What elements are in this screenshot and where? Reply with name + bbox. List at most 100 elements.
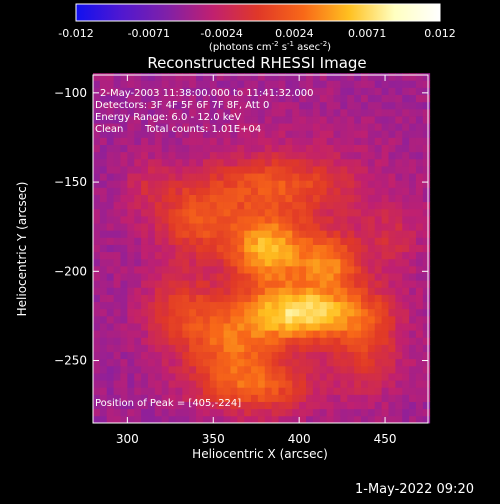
heatmap-cell [202, 287, 211, 295]
heatmap-cell [312, 180, 321, 188]
heatmap-cell [251, 151, 259, 160]
heatmap-cell [244, 151, 252, 160]
heatmap-cell [93, 265, 101, 274]
heatmap-cell [326, 301, 334, 310]
heatmap-cell [168, 337, 176, 345]
heatmap-cell [141, 87, 149, 96]
heatmap-cell [319, 380, 328, 388]
heatmap-cell [354, 144, 362, 153]
heatmap-cell [120, 315, 128, 324]
heatmap-cell [175, 380, 183, 388]
heatmap-cell [175, 294, 183, 303]
heatmap-cell [306, 187, 314, 195]
heatmap-cell [216, 287, 224, 295]
heatmap-cell [312, 380, 321, 388]
heatmap-cell [106, 394, 115, 402]
heatmap-cell [292, 215, 300, 224]
heatmap-cell [120, 101, 128, 110]
heatmap-cell [271, 144, 279, 153]
heatmap-cell [196, 116, 204, 124]
heatmap-cell [257, 401, 266, 410]
heatmap-cell [306, 387, 314, 395]
heatmap-cell [409, 201, 417, 210]
heatmap-cell [99, 358, 108, 367]
heatmap-cell [333, 358, 341, 367]
heatmap-cell [147, 230, 156, 238]
heatmap-cell [223, 151, 231, 160]
heatmap-cell [251, 108, 259, 117]
heatmap-cell [134, 87, 142, 96]
heatmap-cell [141, 230, 149, 238]
heatmap-cell [189, 158, 197, 167]
heatmap-cell [251, 244, 259, 253]
heatmap-cell [120, 394, 128, 402]
heatmap-cell [278, 315, 286, 324]
heatmap-cell [161, 337, 169, 345]
heatmap-cell [202, 151, 211, 160]
heatmap-cell [367, 137, 376, 145]
heatmap-cell [161, 244, 169, 253]
heatmap-cell [402, 137, 410, 145]
heatmap-cell [127, 301, 135, 310]
heatmap-cell [381, 344, 389, 353]
heatmap-cell [264, 237, 273, 245]
heatmap-cell [196, 365, 204, 374]
heatmap-cell [257, 358, 266, 367]
heatmap-cell [196, 201, 204, 210]
heatmap-cell [388, 294, 396, 303]
heatmap-cell [106, 273, 115, 281]
heatmap-cell [402, 94, 410, 103]
heatmap-cell [333, 194, 341, 203]
heatmap-cell [388, 223, 396, 231]
heatmap-cell [182, 158, 190, 167]
heatmap-cell [141, 108, 149, 117]
heatmap-cell [120, 415, 128, 424]
heatmap-cell [299, 308, 307, 317]
heatmap-cell [285, 201, 293, 210]
heatmap-cell [134, 194, 142, 203]
heatmap-cell [202, 330, 211, 338]
heatmap-cell [319, 301, 328, 310]
heatmap-cell [202, 294, 211, 303]
heatmap-cell [196, 287, 204, 295]
heatmap-cell [422, 373, 431, 381]
heatmap-cell [395, 351, 403, 360]
heatmap-cell [395, 116, 403, 124]
heatmap-cell [106, 166, 115, 174]
heatmap-cell [395, 230, 403, 238]
heatmap-cell [381, 137, 389, 145]
heatmap-cell [196, 144, 204, 153]
heatmap-cell [251, 116, 259, 124]
heatmap-cell [347, 394, 355, 402]
heatmap-cell [402, 73, 410, 81]
heatmap-cell [388, 94, 396, 103]
heatmap-cell [347, 301, 355, 310]
heatmap-cell [182, 337, 190, 345]
heatmap-cell [340, 151, 348, 160]
heatmap-cell [189, 187, 197, 195]
heatmap-cell [127, 94, 135, 103]
heatmap-cell [134, 223, 142, 231]
heatmap-cell [251, 173, 259, 181]
heatmap-cell [244, 315, 252, 324]
heatmap-cell [93, 158, 101, 167]
heatmap-cell [106, 265, 115, 274]
y-tick-label: −100 [54, 86, 87, 100]
heatmap-cell [223, 194, 231, 203]
heatmap-cell [120, 230, 128, 238]
heatmap-cell [134, 380, 142, 388]
heatmap-cell [354, 365, 362, 374]
heatmap-cell [175, 365, 183, 374]
heatmap-cell [189, 280, 197, 288]
heatmap-cell [271, 130, 279, 138]
heatmap-cell [333, 237, 341, 245]
heatmap-cell [422, 280, 431, 288]
heatmap-cell [415, 187, 424, 195]
heatmap-cell [106, 401, 115, 410]
heatmap-cell [306, 308, 314, 317]
heatmap-cell [257, 237, 266, 245]
heatmap-cell [422, 394, 431, 402]
heatmap-cell [312, 173, 321, 181]
heatmap-cell [271, 215, 279, 224]
heatmap-cell [209, 401, 218, 410]
